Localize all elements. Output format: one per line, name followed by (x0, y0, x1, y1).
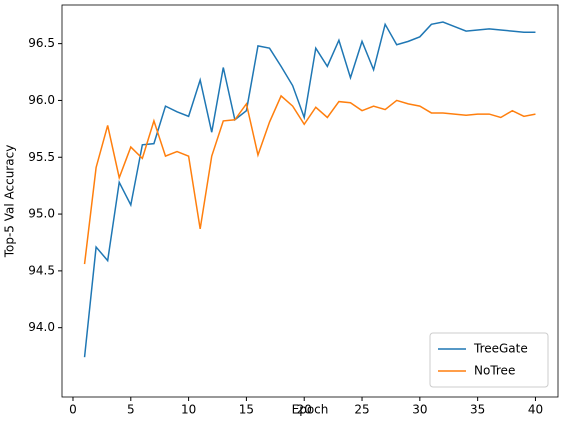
y-tick-label: 96.0 (28, 93, 55, 107)
x-tick-label: 25 (354, 403, 369, 417)
x-tick-label: 0 (69, 403, 77, 417)
y-tick-label: 94.5 (28, 263, 55, 277)
plot-frame (61, 4, 559, 398)
x-tick-label: 35 (470, 403, 485, 417)
y-tick-label: 96.5 (28, 36, 55, 50)
y-tick-label: 94.0 (28, 320, 55, 334)
x-axis-label: Epoch (292, 403, 329, 417)
x-tick-label: 15 (239, 403, 254, 417)
x-tick-label: 20 (297, 403, 312, 417)
legend-box (429, 332, 549, 388)
legend-label: NoTree (474, 364, 515, 378)
x-tick-label: 40 (528, 403, 543, 417)
y-tick-label: 95.0 (28, 207, 55, 221)
y-axis-label: Top-5 Val Accuracy (3, 145, 17, 259)
legend-label: TreeGate (473, 342, 528, 356)
line-series (83, 94, 536, 265)
x-tick-label: 30 (412, 403, 427, 417)
line-series (83, 21, 536, 358)
x-tick-label: 5 (127, 403, 135, 417)
x-tick-label: 10 (181, 403, 196, 417)
y-tick-label: 95.5 (28, 150, 55, 164)
